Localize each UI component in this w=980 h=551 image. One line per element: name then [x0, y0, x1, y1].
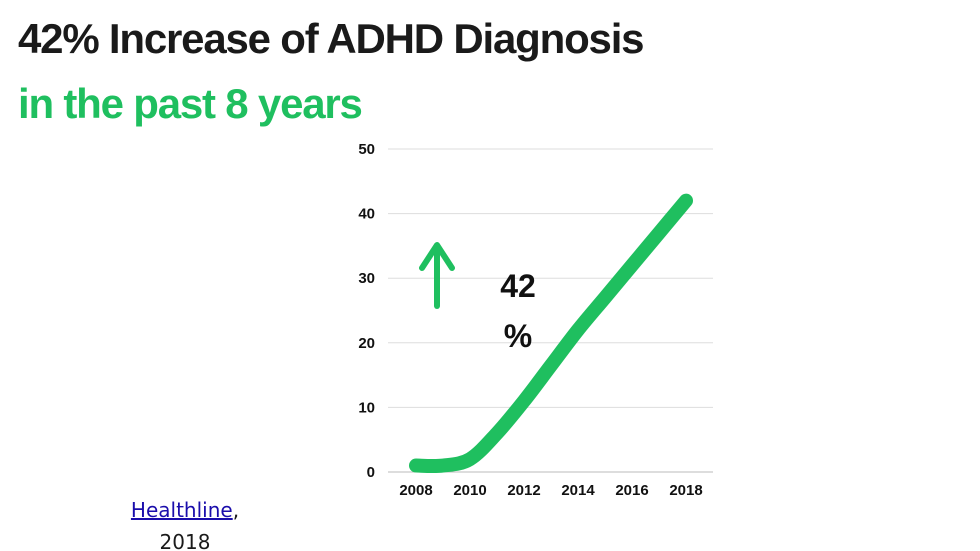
grid-lines	[388, 148, 713, 473]
y-tick-label: 30	[358, 270, 375, 287]
x-tick-label: 2016	[615, 482, 648, 499]
source-year: 2018	[159, 530, 211, 551]
annotation-value: 42	[500, 268, 536, 304]
page-subtitle: in the past 8 years	[18, 80, 363, 127]
x-tick-label: 2018	[669, 482, 702, 499]
y-tick-label: 50	[358, 141, 375, 158]
x-axis-ticks: 2008 2010 2012 2014 2016 2018	[399, 482, 702, 499]
up-arrow-icon	[419, 242, 455, 309]
page-title: 42% Increase of ADHD Diagnosis	[18, 15, 645, 62]
source-comma: ,	[232, 498, 240, 522]
x-tick-label: 2012	[507, 482, 540, 499]
y-tick-label: 0	[367, 464, 375, 481]
x-tick-label: 2010	[453, 482, 486, 499]
source-link[interactable]: Healthline	[130, 498, 233, 522]
source-citation: Healthline, 2018	[90, 494, 280, 551]
y-tick-label: 10	[358, 399, 375, 416]
y-tick-label: 40	[358, 206, 375, 223]
annotation-unit: %	[504, 318, 532, 354]
y-tick-label: 20	[358, 335, 375, 352]
x-tick-label: 2008	[399, 482, 432, 499]
x-tick-label: 2014	[561, 482, 595, 499]
y-axis-ticks: 0 10 20 30 40 50	[358, 141, 375, 481]
series-line	[409, 193, 693, 474]
